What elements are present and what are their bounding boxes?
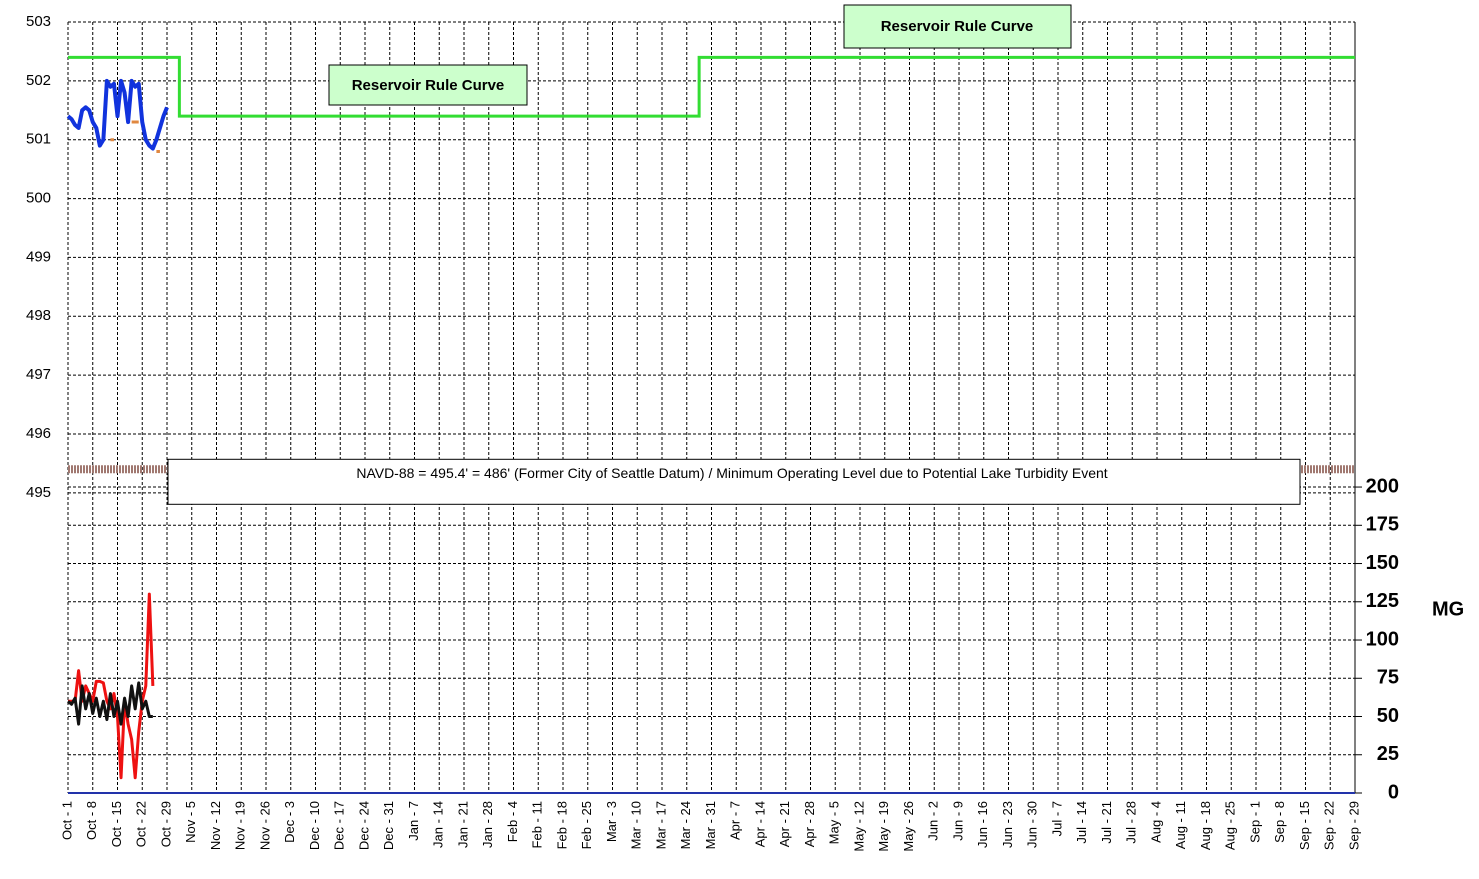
x-tick-label: Apr - 21 <box>777 801 792 847</box>
y2-tick-label: 150 <box>1366 552 1399 574</box>
x-tick-label: Jan - 7 <box>406 801 421 841</box>
x-tick-label: Feb - 11 <box>530 801 545 848</box>
x-tick-label: Aug - 25 <box>1223 801 1238 850</box>
x-tick-label: Sep - 8 <box>1272 801 1287 843</box>
x-tick-label: Jul - 21 <box>1099 801 1114 844</box>
x-tick-label: Sep - 29 <box>1346 801 1361 850</box>
x-tick-label: May - 19 <box>876 801 891 852</box>
y-tick-label: 503 <box>26 13 51 30</box>
x-tick-label: Oct - 15 <box>109 801 124 847</box>
x-tick-label: Apr - 7 <box>728 801 743 840</box>
x-tick-label: Apr - 28 <box>802 801 817 847</box>
x-tick-label: May - 5 <box>827 801 842 844</box>
y2-tick-label: 100 <box>1366 628 1399 650</box>
x-tick-label: Mar - 24 <box>678 801 693 849</box>
series-line <box>67 681 153 726</box>
rule-curve <box>68 55 1355 118</box>
y2-tick-label: 200 <box>1366 475 1399 497</box>
annotation: NAVD-88 = 495.4' = 486' (Former City of … <box>356 465 1107 481</box>
rule-label: Reservoir Rule Curve <box>881 18 1034 35</box>
annotation-box <box>167 458 1301 505</box>
x-tick-label: Sep - 22 <box>1322 801 1337 850</box>
x-tick-label: Sep - 1 <box>1247 801 1262 843</box>
x-tick-label: Apr - 14 <box>752 801 767 847</box>
plot: Oct - 1 Oct - 8 Oct - 15 Oct - 22 Oct - 29 No… <box>26 13 1399 852</box>
x-tick-label: Jan - 28 <box>480 801 495 848</box>
y-tick-label: 498 <box>26 307 51 324</box>
x-tick-label: Dec - 24 <box>356 801 371 850</box>
y-tick-label: 497 <box>26 366 51 383</box>
x-tick-label: Nov - 19 <box>233 801 248 850</box>
y-tick-label: 499 <box>26 248 51 265</box>
x-tick-label: Jul - 7 <box>1049 801 1064 836</box>
y-tick-label: 496 <box>26 425 51 442</box>
x-tick-label: Dec - 17 <box>332 801 347 850</box>
x-tick-label: Mar - 10 <box>629 801 644 849</box>
x-tick-label: Jan - 21 <box>455 801 470 848</box>
y-tick-label: 501 <box>26 131 51 148</box>
x-tick-label: Oct - 1 <box>59 801 74 840</box>
x-tick-label: Jun - 16 <box>975 801 990 848</box>
x-tick-label: Nov - 26 <box>257 801 272 850</box>
y-tick-label: 495 <box>26 484 51 501</box>
rule-label-box <box>328 64 528 106</box>
y2-axis-label: MG <box>1432 598 1464 620</box>
x-tick-label: May - 26 <box>901 801 916 852</box>
series-line <box>110 120 160 153</box>
x-tick-label: Mar - 3 <box>604 801 619 842</box>
y2-tick-label: 50 <box>1377 705 1399 727</box>
x-tick-label: Feb - 4 <box>505 801 520 842</box>
x-tick-label: Jun - 9 <box>950 801 965 841</box>
x-tick-label: Jan - 14 <box>431 801 446 848</box>
y2-tick-label: 0 <box>1388 781 1399 803</box>
x-tick-label: Aug - 11 <box>1173 801 1188 849</box>
x-tick-label: Feb - 18 <box>554 801 569 849</box>
rule-label-box <box>843 4 1072 49</box>
x-tick-label: Oct - 8 <box>84 801 99 840</box>
x-tick-label: Jul - 14 <box>1074 801 1089 844</box>
x-tick-label: Dec - 31 <box>381 801 396 850</box>
rule-label: Reservoir Rule Curve <box>352 77 505 94</box>
y-tick-label: 500 <box>26 190 51 207</box>
x-tick-label: Oct - 22 <box>134 801 149 847</box>
x-tick-label: May - 12 <box>851 801 866 852</box>
x-tick-label: Dec - 10 <box>307 801 322 850</box>
x-tick-label: Jun - 2 <box>926 801 941 841</box>
x-tick-label: Dec - 3 <box>282 801 297 843</box>
x-tick-label: Jul - 28 <box>1124 801 1139 844</box>
x-tick-label: Nov - 12 <box>208 801 223 850</box>
x-tick-label: Aug - 18 <box>1198 801 1213 850</box>
series-line <box>66 78 169 151</box>
y2-tick-label: 25 <box>1377 743 1399 765</box>
y2-tick-label: 175 <box>1366 514 1399 536</box>
x-tick-label: Mar - 17 <box>653 801 668 849</box>
x-tick-label: Oct - 29 <box>158 801 173 847</box>
x-tick-label: Jun - 23 <box>1000 801 1015 848</box>
y2-tick-label: 75 <box>1377 667 1399 689</box>
y2-tick-label: 125 <box>1366 590 1399 612</box>
x-tick-label: Sep - 15 <box>1297 801 1312 850</box>
x-tick-label: Nov - 5 <box>183 801 198 843</box>
x-tick-label: Aug - 4 <box>1148 801 1163 843</box>
x-tick-label: Feb - 25 <box>579 801 594 849</box>
x-tick-label: Jun - 30 <box>1025 801 1040 848</box>
y-tick-label: 502 <box>26 72 51 89</box>
x-tick-label: Mar - 31 <box>703 801 718 849</box>
